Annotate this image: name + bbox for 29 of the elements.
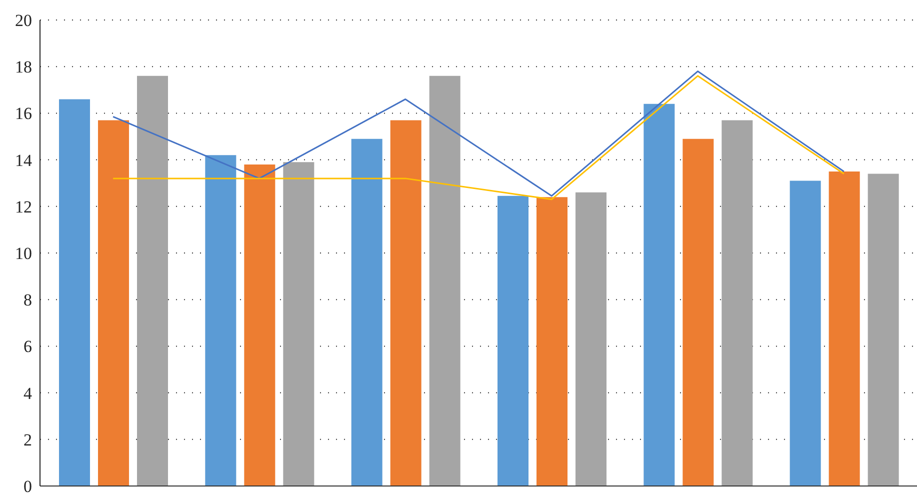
bar <box>868 174 899 486</box>
bar <box>351 138 382 486</box>
bar <box>722 120 753 486</box>
bar <box>828 171 860 486</box>
y-tick-label: 6 <box>24 337 32 356</box>
y-tick-label: 8 <box>24 290 32 310</box>
bar <box>576 192 606 486</box>
y-tick-label: 14 <box>15 150 32 170</box>
bar <box>59 99 90 486</box>
y-tick-label: 12 <box>15 197 32 216</box>
y-tick-label: 10 <box>15 244 32 264</box>
bar <box>390 120 422 486</box>
y-tick-label: 0 <box>24 477 32 496</box>
bar <box>98 120 129 486</box>
y-tick-label: 20 <box>15 11 32 30</box>
y-tick-label: 2 <box>24 430 32 450</box>
y-tick-label: 16 <box>15 104 32 124</box>
bar <box>682 138 714 486</box>
bar <box>244 164 276 486</box>
y-tick-label: 18 <box>15 58 32 77</box>
bar <box>790 180 821 486</box>
bar <box>644 104 675 486</box>
bar <box>536 197 568 486</box>
bar <box>283 162 314 486</box>
bar <box>205 155 236 486</box>
bar <box>429 76 460 486</box>
y-tick-label: 4 <box>24 384 32 403</box>
bar <box>498 196 528 486</box>
bar <box>137 76 168 486</box>
